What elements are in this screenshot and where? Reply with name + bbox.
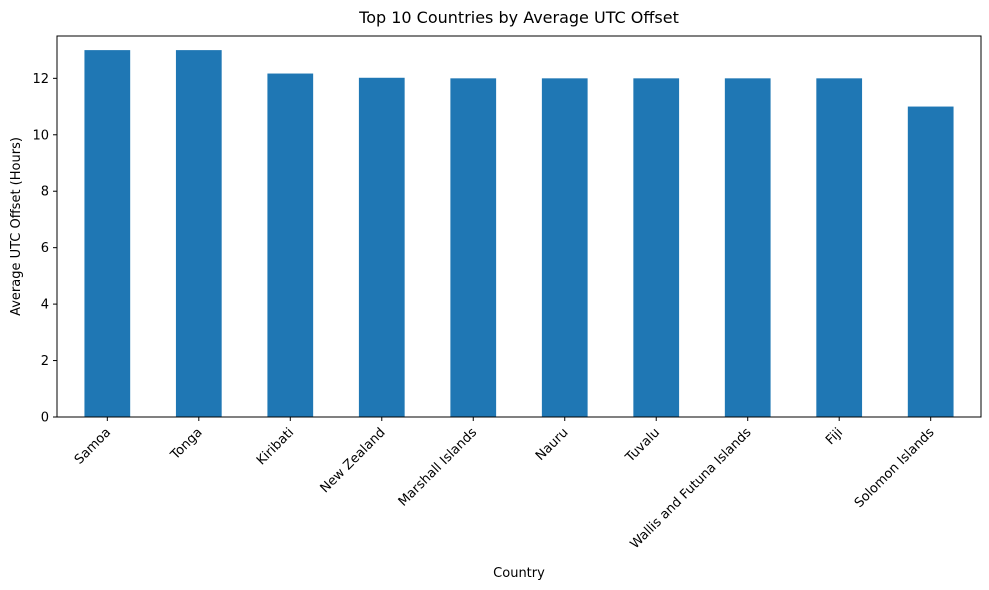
bar-tonga bbox=[175, 50, 222, 417]
y-tick-label: 8 bbox=[41, 185, 49, 200]
y-tick-label: 10 bbox=[32, 128, 49, 143]
bar-new-zealand bbox=[358, 77, 405, 417]
chart-title: Top 10 Countries by Average UTC Offset bbox=[358, 8, 679, 27]
bar-samoa bbox=[84, 50, 131, 417]
y-tick-label: 6 bbox=[41, 241, 49, 256]
y-axis-ticks: 0 2 4 6 8 10 12 bbox=[32, 72, 57, 426]
plot-frame bbox=[56, 35, 982, 418]
bars-group bbox=[84, 50, 954, 418]
bar-solomon-islands bbox=[907, 106, 954, 418]
x-axis-label: Country bbox=[493, 566, 545, 581]
bar-kiribati bbox=[267, 73, 314, 417]
bar-nauru bbox=[541, 78, 588, 417]
y-tick-label: 4 bbox=[41, 298, 49, 313]
bar-wallis-and-futuna-islands bbox=[724, 78, 771, 417]
y-axis-label: Average UTC Offset (Hours) bbox=[9, 137, 24, 316]
bar-marshall-islands bbox=[450, 78, 497, 417]
bar-tuvalu bbox=[633, 78, 680, 417]
y-tick-label: 2 bbox=[41, 354, 49, 369]
y-tick-label: 12 bbox=[32, 72, 49, 87]
bar-fiji bbox=[816, 78, 863, 417]
y-tick-label: 0 bbox=[41, 411, 49, 426]
